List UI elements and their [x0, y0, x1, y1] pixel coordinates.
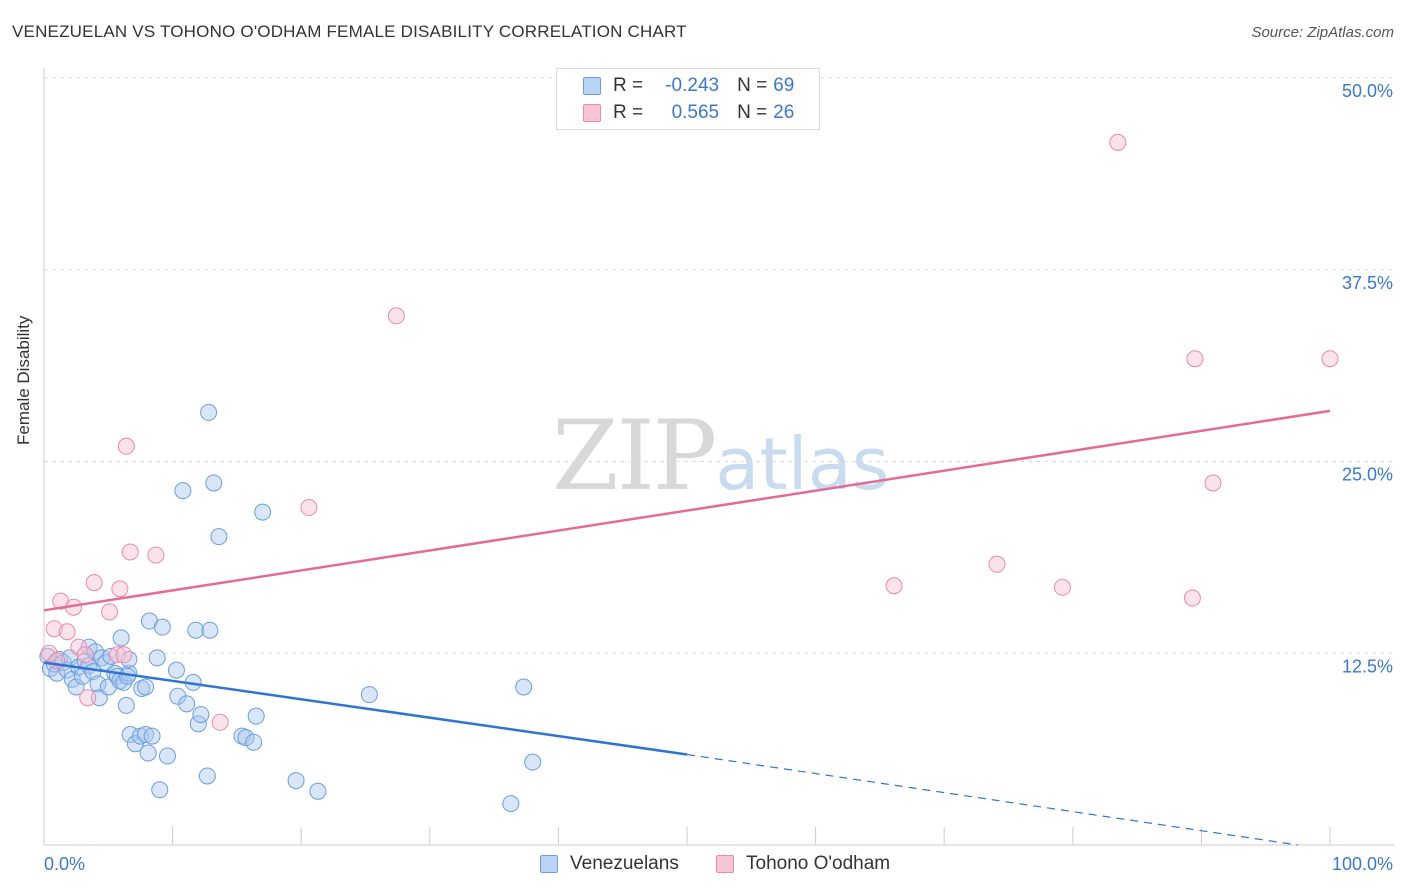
stats-box: R = -0.243 N = 69 R = 0.565 N = 26: [556, 68, 820, 130]
point-tohono: [147, 546, 165, 564]
point-venezuelans: [102, 647, 120, 665]
point-venezuelans: [205, 474, 223, 492]
chart-title: VENEZUELAN VS TOHONO O'ODHAM FEMALE DISA…: [12, 22, 687, 41]
point-tohono: [885, 577, 903, 595]
point-venezuelans: [137, 726, 155, 744]
x-tick-label: 100.0%: [1332, 854, 1393, 874]
legend-item-venezuelans[interactable]: Venezuelans: [540, 852, 679, 876]
point-tohono: [988, 555, 1006, 573]
point-tohono: [1054, 578, 1072, 596]
y-tick-label: 12.5%: [1342, 656, 1393, 676]
n-label: N =: [737, 75, 768, 96]
point-tohono: [300, 499, 318, 517]
legend-label-venezuelans: Venezuelans: [570, 853, 679, 874]
legend-swatch-tohono: [716, 855, 734, 873]
legend-swatch-venezuelans: [540, 855, 558, 873]
trendline-tohono: [43, 409, 1331, 612]
point-tohono: [117, 437, 135, 455]
point-venezuelans: [153, 618, 171, 636]
point-tohono: [1183, 589, 1201, 607]
y-axis-label: Female Disability: [14, 315, 33, 445]
point-venezuelans: [245, 733, 263, 751]
point-venezuelans: [139, 744, 157, 762]
stats-row-venezuelans: R = -0.243 N = 69: [557, 73, 794, 99]
y-tick-label: 37.5%: [1342, 273, 1393, 293]
point-venezuelans: [174, 482, 192, 500]
point-venezuelans: [247, 707, 265, 725]
point-venezuelans: [187, 621, 205, 639]
legend-label-tohono: Tohono O'odham: [746, 853, 891, 874]
point-venezuelans: [287, 772, 305, 790]
r-value: 0.565: [671, 102, 720, 123]
point-venezuelans: [210, 528, 228, 546]
point-venezuelans: [502, 795, 520, 813]
point-tohono: [101, 603, 119, 621]
point-venezuelans: [167, 661, 185, 679]
stats-swatch-venezuelans: [583, 77, 601, 95]
point-venezuelans: [137, 678, 155, 696]
point-venezuelans: [67, 678, 85, 696]
point-tohono: [121, 543, 139, 561]
r-label: R =: [613, 75, 644, 96]
point-tohono: [115, 646, 133, 664]
point-venezuelans: [178, 695, 196, 713]
r-value: -0.243: [665, 75, 720, 96]
point-venezuelans: [86, 643, 104, 661]
point-tohono: [79, 689, 97, 707]
r-label: R =: [613, 102, 644, 123]
n-value: 26: [773, 102, 795, 123]
point-venezuelans: [198, 767, 216, 785]
point-venezuelans: [515, 678, 533, 696]
point-venezuelans: [524, 753, 542, 771]
y-tick-label: 25.0%: [1342, 465, 1393, 485]
source-label: Source: ZipAtlas.com: [1251, 24, 1394, 41]
point-tohono: [1321, 350, 1339, 368]
point-venezuelans: [143, 727, 161, 745]
point-venezuelans: [89, 675, 107, 693]
n-label: N =: [737, 102, 768, 123]
trendline-venezuelans: [43, 661, 688, 756]
point-tohono: [1186, 350, 1204, 368]
point-tohono: [58, 623, 76, 641]
point-tohono: [111, 580, 129, 598]
point-venezuelans: [112, 629, 130, 647]
point-tohono: [48, 652, 66, 670]
point-venezuelans: [192, 706, 210, 724]
y-tick-label: 50.0%: [1342, 81, 1393, 101]
point-venezuelans: [158, 747, 176, 765]
stats-row-tohono: R = 0.565 N = 26: [557, 100, 794, 126]
point-tohono: [1109, 133, 1127, 151]
point-venezuelans: [360, 686, 378, 704]
legend-item-tohono[interactable]: Tohono O'odham: [716, 852, 890, 876]
n-value: 69: [773, 75, 795, 96]
point-tohono: [85, 574, 103, 592]
point-venezuelans: [201, 621, 219, 639]
stats-swatch-tohono: [583, 104, 601, 122]
point-tohono: [45, 620, 63, 638]
point-venezuelans: [309, 782, 327, 800]
trendline-venezuelans-extension: [686, 753, 1298, 846]
point-venezuelans: [200, 403, 218, 421]
point-venezuelans: [117, 696, 135, 714]
point-venezuelans: [151, 781, 169, 799]
point-tohono: [108, 646, 126, 664]
point-tohono: [211, 713, 229, 731]
point-tohono: [76, 646, 94, 664]
point-tohono: [1204, 474, 1222, 492]
x-tick-label: 0.0%: [44, 854, 85, 874]
point-tohono: [387, 307, 405, 325]
point-venezuelans: [148, 649, 166, 667]
point-venezuelans: [254, 503, 272, 521]
